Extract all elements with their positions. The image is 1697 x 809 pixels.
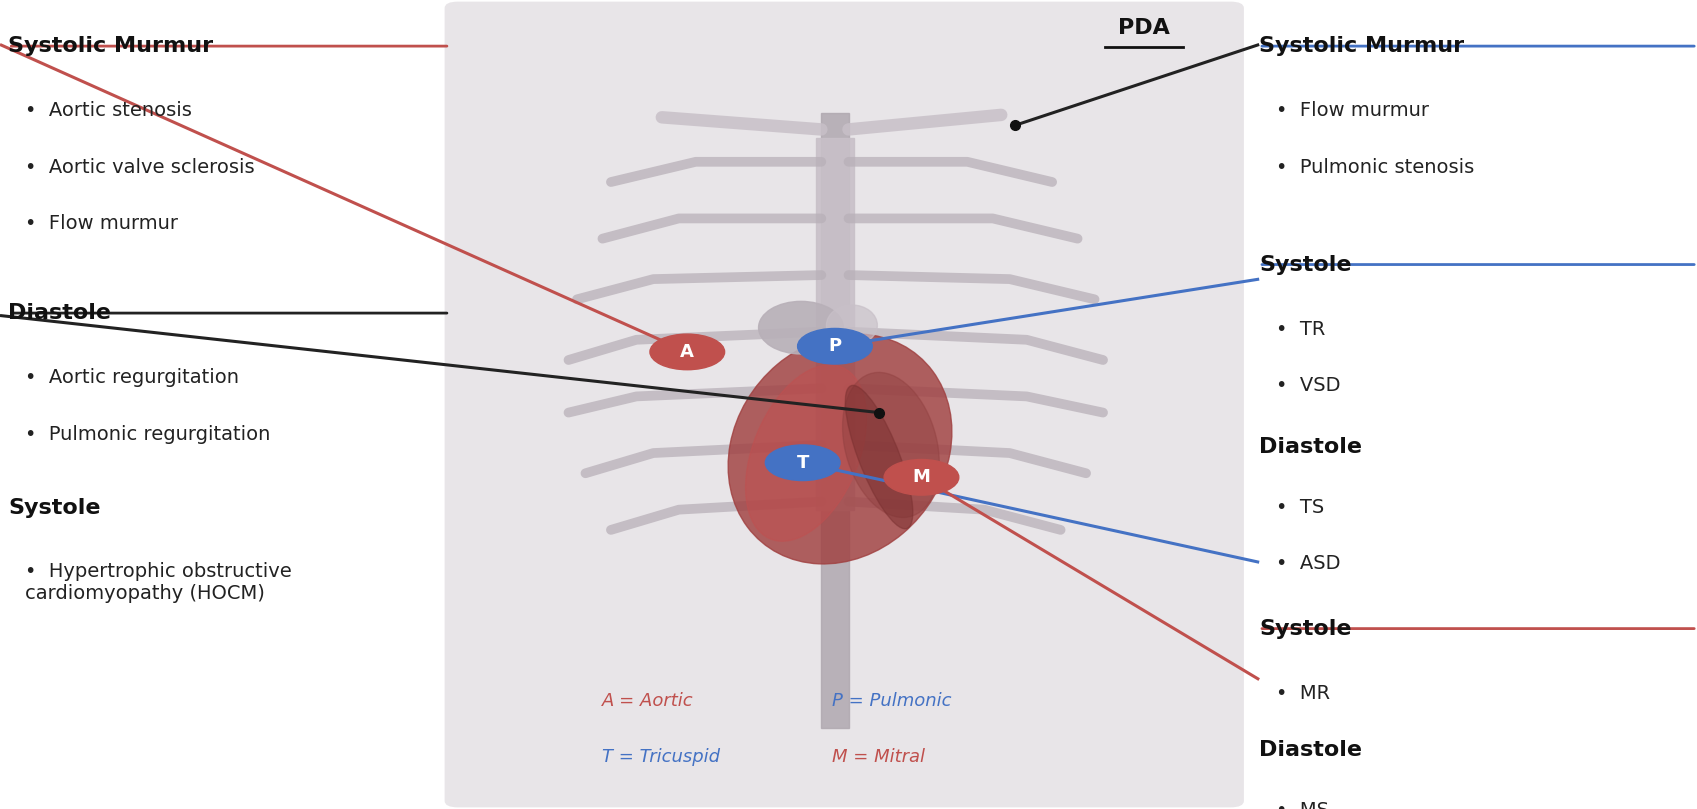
Text: •  MR: • MR: [1276, 684, 1330, 702]
Text: A: A: [680, 343, 694, 361]
Bar: [821, 113, 848, 728]
Circle shape: [884, 460, 959, 495]
Text: •  Aortic valve sclerosis: • Aortic valve sclerosis: [25, 158, 255, 176]
Ellipse shape: [843, 372, 938, 518]
Text: Systole: Systole: [8, 498, 102, 518]
Text: •  TS: • TS: [1276, 498, 1324, 516]
Text: PDA: PDA: [1118, 18, 1169, 38]
Text: Systole: Systole: [1259, 255, 1353, 275]
Text: T: T: [796, 454, 809, 472]
Text: •  TR: • TR: [1276, 320, 1325, 338]
Ellipse shape: [745, 365, 867, 541]
Ellipse shape: [728, 334, 952, 564]
Text: P: P: [828, 337, 842, 355]
Circle shape: [765, 445, 840, 481]
Circle shape: [798, 328, 872, 364]
Bar: [816, 138, 854, 510]
Text: Systolic Murmur: Systolic Murmur: [1259, 36, 1465, 57]
Text: M: M: [913, 468, 930, 486]
Text: Systole: Systole: [1259, 619, 1353, 639]
Text: •  ASD: • ASD: [1276, 554, 1341, 573]
Text: •  Aortic regurgitation: • Aortic regurgitation: [25, 368, 239, 387]
Ellipse shape: [845, 385, 913, 529]
Text: Systolic Murmur: Systolic Murmur: [8, 36, 214, 57]
Text: •  Flow murmur: • Flow murmur: [1276, 101, 1429, 120]
FancyBboxPatch shape: [445, 2, 1244, 807]
Text: Diastole: Diastole: [1259, 437, 1363, 457]
Text: •  Pulmonic stenosis: • Pulmonic stenosis: [1276, 158, 1475, 176]
Text: •  Hypertrophic obstructive
cardiomyopathy (HOCM): • Hypertrophic obstructive cardiomyopath…: [25, 562, 292, 604]
Ellipse shape: [759, 302, 843, 354]
Text: A = Aortic: A = Aortic: [602, 692, 694, 709]
Text: •  Aortic stenosis: • Aortic stenosis: [25, 101, 192, 120]
Text: M = Mitral: M = Mitral: [832, 748, 925, 766]
Text: •  MS: • MS: [1276, 801, 1329, 809]
Circle shape: [650, 334, 725, 370]
Text: T = Tricuspid: T = Tricuspid: [602, 748, 721, 766]
Ellipse shape: [826, 305, 877, 345]
Text: Diastole: Diastole: [8, 303, 112, 324]
Text: •  VSD: • VSD: [1276, 376, 1341, 395]
Text: •  Pulmonic regurgitation: • Pulmonic regurgitation: [25, 425, 272, 443]
Text: P = Pulmonic: P = Pulmonic: [832, 692, 950, 709]
Text: •  Flow murmur: • Flow murmur: [25, 214, 178, 233]
Text: Diastole: Diastole: [1259, 740, 1363, 760]
